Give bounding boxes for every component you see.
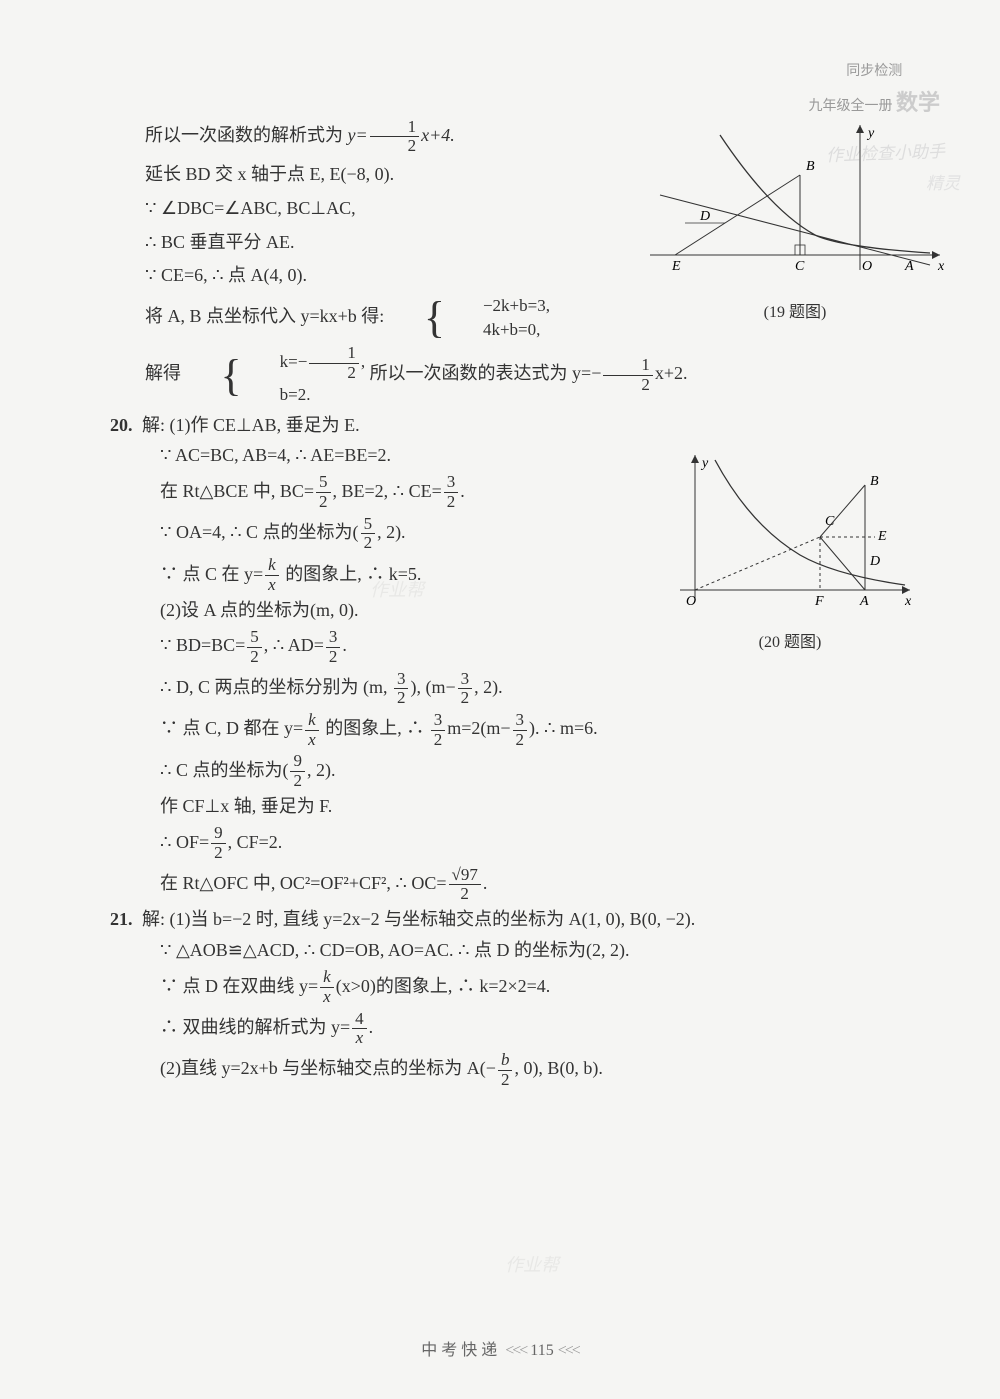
text: x+2.: [655, 364, 688, 384]
svg-text:O: O: [686, 594, 696, 609]
footer-title: 中 考 快 递: [421, 1342, 497, 1359]
svg-text:B: B: [806, 159, 815, 174]
svg-text:F: F: [814, 594, 824, 609]
text-line: ∴ OF=92, CF=2.: [160, 822, 900, 863]
text: x+4.: [421, 125, 455, 145]
text: y=: [348, 125, 368, 145]
text: 解: (1)当 b=−2 时, 直线 y=2x−2 与坐标轴交点的坐标为 A(1…: [142, 909, 695, 929]
text-line: ∵ 点 C, D 都在 y=kx 的图象上, ∴ 32m=2(m−32). ∴ …: [160, 708, 900, 749]
text-line: ∴ 双曲线的解析式为 y=4x.: [160, 1007, 900, 1048]
question-number: 20.: [110, 410, 142, 441]
diagram19-caption: (19 题图): [640, 299, 950, 326]
page-footer: 中 考 快 递 <<< 115 <<<: [0, 1337, 1000, 1364]
svg-text:O: O: [862, 259, 872, 274]
svg-text:A: A: [859, 594, 869, 609]
text-line: (2)直线 y=2x+b 与坐标轴交点的坐标为 A(−b2, 0), B(0, …: [160, 1048, 900, 1089]
svg-text:C: C: [825, 514, 835, 529]
text: 所以一次函数的表达式为 y=−: [370, 364, 602, 384]
header-badge: 同步检测 九年级全一册 数学: [808, 60, 940, 121]
text: 将 A, B 点坐标代入 y=kx+b 得:: [145, 306, 384, 326]
question-20: 20.解: (1)作 CE⊥AB, 垂足为 E.: [110, 410, 900, 441]
svg-text:A: A: [904, 259, 914, 274]
svg-text:E: E: [877, 529, 887, 544]
svg-text:y: y: [866, 126, 875, 141]
svg-text:x: x: [937, 259, 945, 274]
badge-line1: 同步检测: [808, 60, 940, 84]
footer-arrows: <<<: [558, 1342, 579, 1359]
svg-text:x: x: [904, 594, 912, 609]
svg-text:D: D: [699, 209, 710, 224]
diagram-20: y x O F A B C E D (20 题图): [660, 445, 920, 656]
text: 所以一次函数的解析式为: [145, 125, 348, 145]
page-number: 115: [530, 1342, 553, 1359]
question-21: 21.解: (1)当 b=−2 时, 直线 y=2x−2 与坐标轴交点的坐标为 …: [110, 904, 900, 935]
badge-subject: 数学: [896, 90, 940, 115]
diagram20-caption: (20 题图): [660, 629, 920, 656]
svg-text:C: C: [795, 259, 805, 274]
badge-line2: 九年级全一册: [808, 99, 892, 114]
text: 解得: [145, 364, 181, 384]
text-line: ∵ △AOB≌△ACD, ∴ CD=OB, AO=AC. ∴ 点 D 的坐标为(…: [160, 935, 900, 966]
text-line: 作 CF⊥x 轴, 垂足为 F.: [160, 791, 900, 822]
text-line: ∵ 点 D 在双曲线 y=kx(x>0)的图象上, ∴ k=2×2=4.: [160, 966, 900, 1007]
text-line: 解得 {k=−12,b=2. 所以一次函数的表达式为 y=−12x+2.: [110, 344, 900, 406]
diagram-19: y x B D E C O A (19 题图): [640, 115, 950, 326]
watermark-center: 作业帮: [505, 1250, 559, 1281]
svg-text:D: D: [869, 554, 880, 569]
svg-text:B: B: [870, 474, 879, 489]
svg-text:E: E: [671, 259, 681, 274]
footer-arrows: <<<: [505, 1342, 526, 1359]
question-number: 21.: [110, 904, 142, 935]
page-content: y x B D E C O A (19 题图) y x O: [110, 115, 900, 1090]
text-line: ∴ D, C 两点的坐标分别为 (m, 32), (m−32, 2).: [160, 667, 900, 708]
text-line: 在 Rt△OFC 中, OC²=OF²+CF², ∴ OC=√972.: [160, 863, 900, 904]
text-line: ∴ C 点的坐标为(92, 2).: [160, 750, 900, 791]
text: 解: (1)作 CE⊥AB, 垂足为 E.: [142, 415, 360, 435]
svg-text:y: y: [700, 456, 709, 471]
